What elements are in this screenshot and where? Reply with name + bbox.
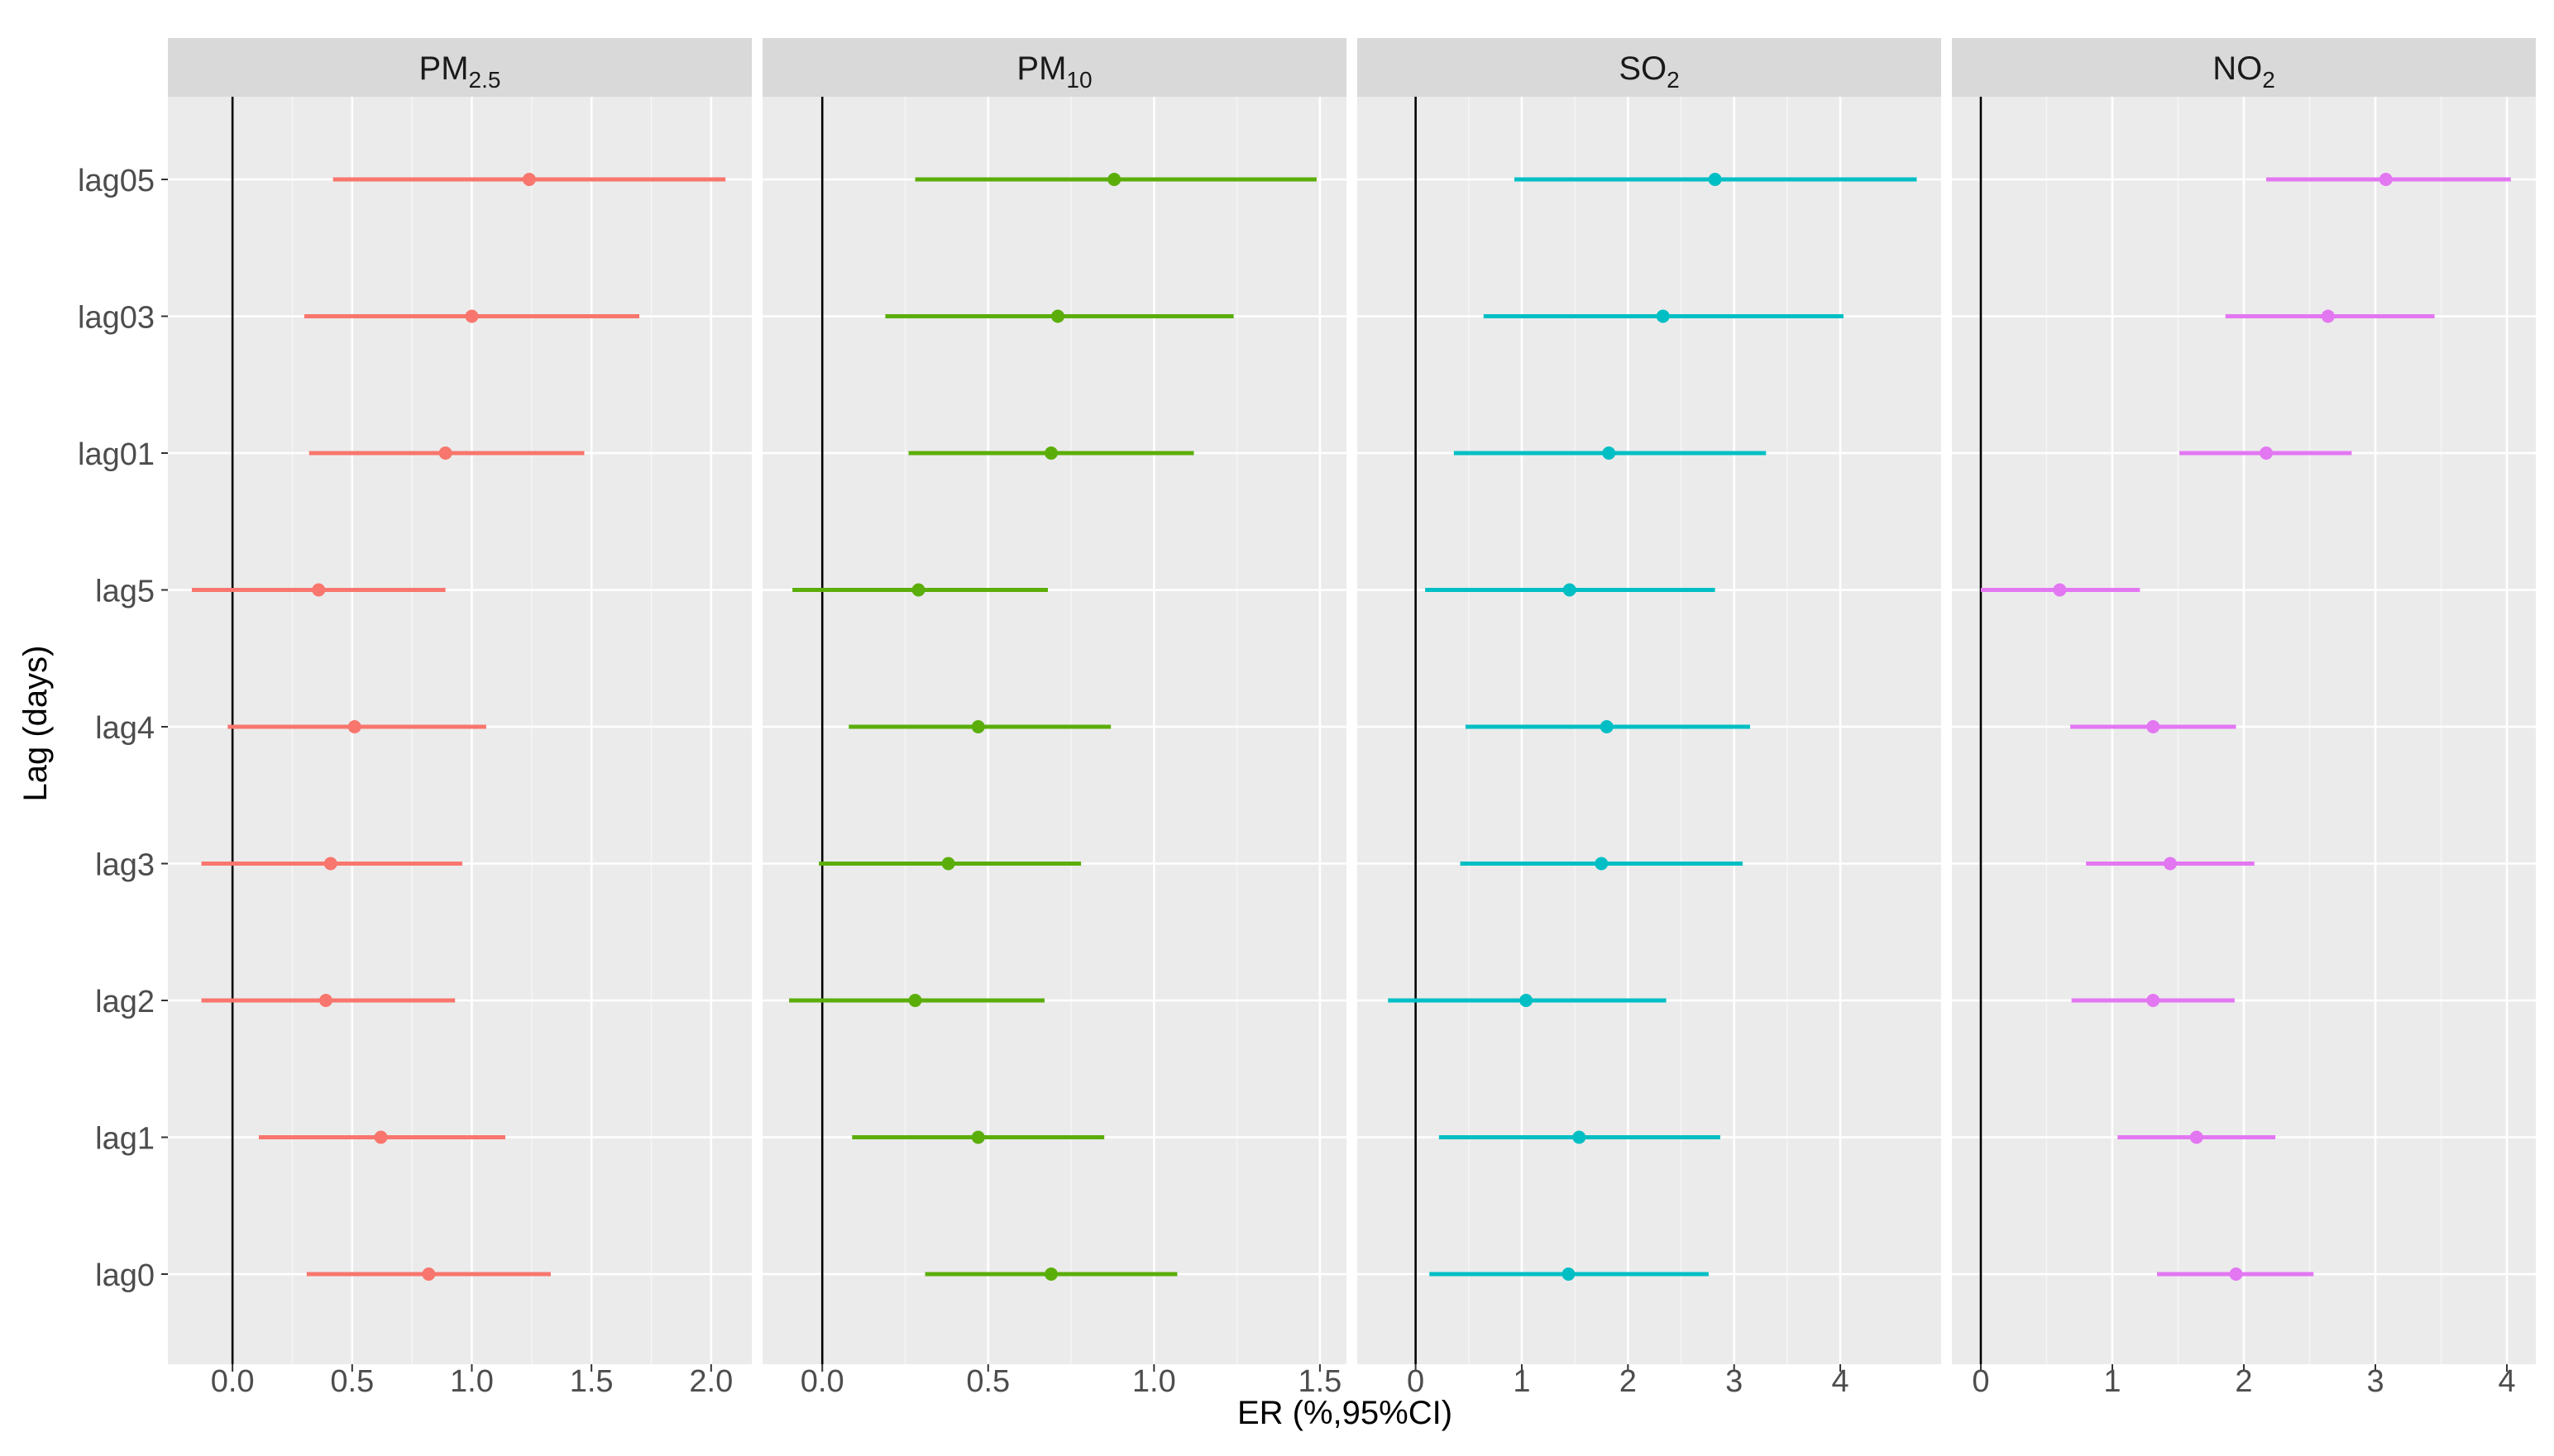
panel-title-main: PM [1016, 50, 1066, 87]
x-tick-label: 2 [2235, 1364, 2252, 1399]
panel-pm10: PM10 0.0 0.5 1.0 1.5 [763, 38, 1346, 1399]
point-estimate-lag3 [2163, 857, 2177, 871]
point-estimate-lag0 [2229, 1267, 2243, 1281]
y-tick-label-lag5: lag5 [95, 575, 155, 609]
y-tick-label-lag0: lag0 [95, 1258, 155, 1293]
point-estimate-lag0 [422, 1267, 436, 1281]
x-tick-label: 1 [2103, 1364, 2121, 1399]
x-tick-label: 1.0 [450, 1364, 494, 1399]
x-tick-label: 1 [1513, 1364, 1530, 1399]
panel-background [168, 97, 752, 1364]
x-tick-label: 0 [1972, 1364, 1989, 1399]
panel-title-subscript: 2.5 [469, 67, 501, 93]
panel-title-main: PM [419, 50, 469, 87]
y-axis-title: Lag (days) [17, 646, 54, 802]
x-tick-label: 4 [1831, 1364, 1849, 1399]
x-tick-label: 0.5 [966, 1364, 1010, 1399]
point-estimate-lag01 [2260, 446, 2274, 460]
panel-title-subscript: 2 [2262, 67, 2275, 93]
panel-title: NO2 [2212, 50, 2275, 93]
x-tick-label: 1.5 [1298, 1364, 1342, 1399]
panel-background [1357, 97, 1941, 1364]
panel-pm25: PM2.5 0.0 0.5 1.0 1.5 2.0 [168, 38, 752, 1399]
point-estimate-lag0 [1044, 1267, 1058, 1281]
y-tick-label-lag01: lag01 [78, 437, 155, 472]
point-estimate-lag5 [312, 583, 326, 597]
panel-title-subscript: 2 [1667, 67, 1680, 93]
point-estimate-lag2 [318, 994, 332, 1007]
point-estimate-lag3 [1595, 857, 1609, 871]
point-estimate-lag5 [2053, 583, 2067, 597]
point-estimate-lag01 [1602, 446, 1616, 460]
point-estimate-lag0 [1562, 1267, 1576, 1281]
panel-background [763, 97, 1346, 1364]
y-tick-label-lag05: lag05 [78, 164, 155, 198]
point-estimate-lag1 [2189, 1130, 2203, 1144]
y-tick-label-lag2: lag2 [95, 985, 155, 1019]
x-tick-label: 4 [2498, 1364, 2515, 1399]
x-tick-label: 1.0 [1132, 1364, 1176, 1399]
point-estimate-lag3 [323, 857, 337, 871]
point-estimate-lag05 [1708, 173, 1722, 186]
point-estimate-lag1 [1572, 1130, 1586, 1144]
x-tick-label: 3 [2366, 1364, 2384, 1399]
panel-strip [763, 38, 1346, 97]
x-tick-label: 2 [1619, 1364, 1637, 1399]
point-estimate-lag1 [374, 1130, 388, 1144]
x-tick-label: 3 [1725, 1364, 1743, 1399]
panel-title-subscript: 10 [1066, 67, 1092, 93]
y-tick-label-lag4: lag4 [95, 711, 155, 746]
point-estimate-lag2 [908, 994, 922, 1007]
x-tick-label: 0.5 [330, 1364, 374, 1399]
point-estimate-lag05 [522, 173, 536, 186]
point-estimate-lag03 [1656, 309, 1670, 323]
panel-title: PM2.5 [419, 50, 501, 93]
point-estimate-lag3 [941, 857, 955, 871]
panel-strip [1952, 38, 2536, 97]
point-estimate-lag5 [1562, 583, 1576, 597]
panel-title: PM10 [1016, 50, 1092, 93]
point-estimate-lag1 [971, 1130, 985, 1144]
point-estimate-lag05 [2379, 173, 2393, 186]
panel-title-main: NO [2212, 50, 2262, 87]
point-estimate-lag01 [1044, 446, 1058, 460]
x-tick-label: 2.0 [689, 1364, 733, 1399]
point-estimate-lag2 [2146, 994, 2160, 1007]
point-estimate-lag03 [1051, 309, 1065, 323]
panel-strip [168, 38, 752, 97]
x-tick-label: 0 [1407, 1364, 1424, 1399]
point-estimate-lag03 [465, 309, 479, 323]
point-estimate-lag4 [971, 720, 985, 733]
point-estimate-lag03 [2321, 309, 2335, 323]
y-tick-label-lag1: lag1 [95, 1122, 155, 1157]
x-axis-title: ER (%,95%CI) [1237, 1395, 1452, 1431]
point-estimate-lag5 [911, 583, 925, 597]
x-tick-label: 0.0 [801, 1364, 844, 1399]
y-tick-label-lag03: lag03 [78, 301, 155, 336]
point-estimate-lag4 [1600, 720, 1614, 733]
point-estimate-lag2 [1519, 994, 1533, 1007]
y-tick-label-lag3: lag3 [95, 848, 155, 883]
x-tick-label: 1.5 [570, 1364, 614, 1399]
panel-strip [1357, 38, 1941, 97]
x-tick-label: 0.0 [211, 1364, 255, 1399]
point-estimate-lag05 [1107, 173, 1122, 186]
panel-title: SO2 [1619, 50, 1679, 93]
panel-title-main: SO [1619, 50, 1667, 87]
point-estimate-lag4 [347, 720, 361, 733]
point-estimate-lag01 [438, 446, 452, 460]
y-tick-labels: lag05 lag03 lag01 lag5 lag4 lag3 lag2 lag1 lag0 [78, 164, 168, 1293]
point-estimate-lag4 [2146, 720, 2160, 733]
